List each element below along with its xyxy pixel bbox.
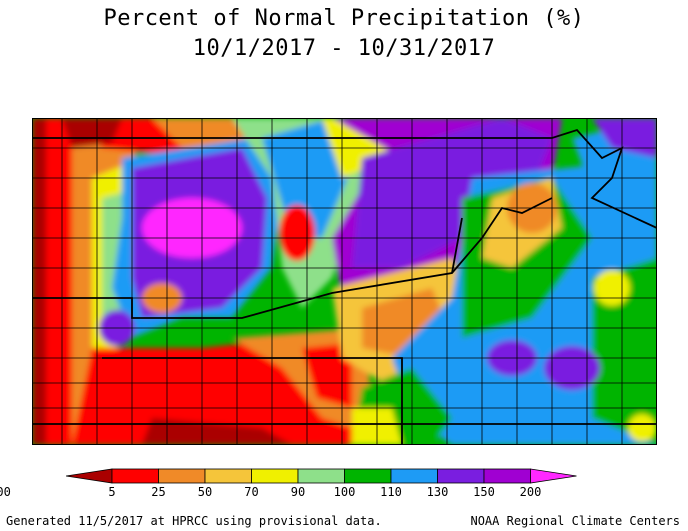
legend-tick-label: 70: [244, 485, 259, 499]
legend-tick-label: 130: [426, 485, 449, 499]
state-boundaries: [32, 128, 657, 445]
precipitation-map: [32, 118, 657, 445]
legend-swatch: [204, 468, 252, 484]
legend-tick-label: 110: [380, 485, 402, 499]
legend-tick-label: 100: [333, 485, 356, 499]
legend-tick-label: 200: [519, 485, 542, 499]
legend-arrow-high: [530, 468, 577, 484]
legend-tick-label: 150: [473, 485, 495, 499]
legend-swatch: [437, 468, 485, 484]
legend-swatch: [251, 468, 299, 484]
legend-tick-label: 25: [151, 485, 166, 499]
legend-swatch: [158, 468, 206, 484]
precip-field: [32, 118, 657, 445]
map-date-range: 10/1/2017 - 10/31/2017: [192, 36, 496, 61]
color-legend: [66, 468, 577, 484]
legend-swatch: [390, 468, 438, 484]
legend-swatch: [111, 468, 159, 484]
credit-note: NOAA Regional Climate Centers: [470, 514, 680, 528]
map-title: Percent of Normal Precipitation (%): [103, 6, 585, 31]
generated-note: Generated 11/5/2017 at HPRCC using provi…: [6, 514, 382, 528]
legend-tick-label: 50: [197, 485, 213, 499]
legend-tick-label: 90: [290, 485, 306, 499]
legend-swatch: [483, 468, 531, 484]
legend-swatch: [297, 468, 345, 484]
legend-tick-label: 300: [0, 485, 11, 499]
legend-tick-label: 5: [108, 485, 116, 499]
legend-arrow-low: [66, 468, 113, 484]
legend-swatch: [344, 468, 392, 484]
